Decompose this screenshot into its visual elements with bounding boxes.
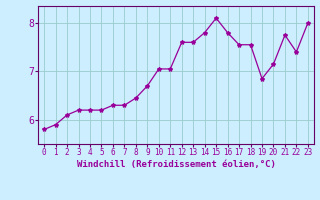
X-axis label: Windchill (Refroidissement éolien,°C): Windchill (Refroidissement éolien,°C) (76, 160, 276, 169)
